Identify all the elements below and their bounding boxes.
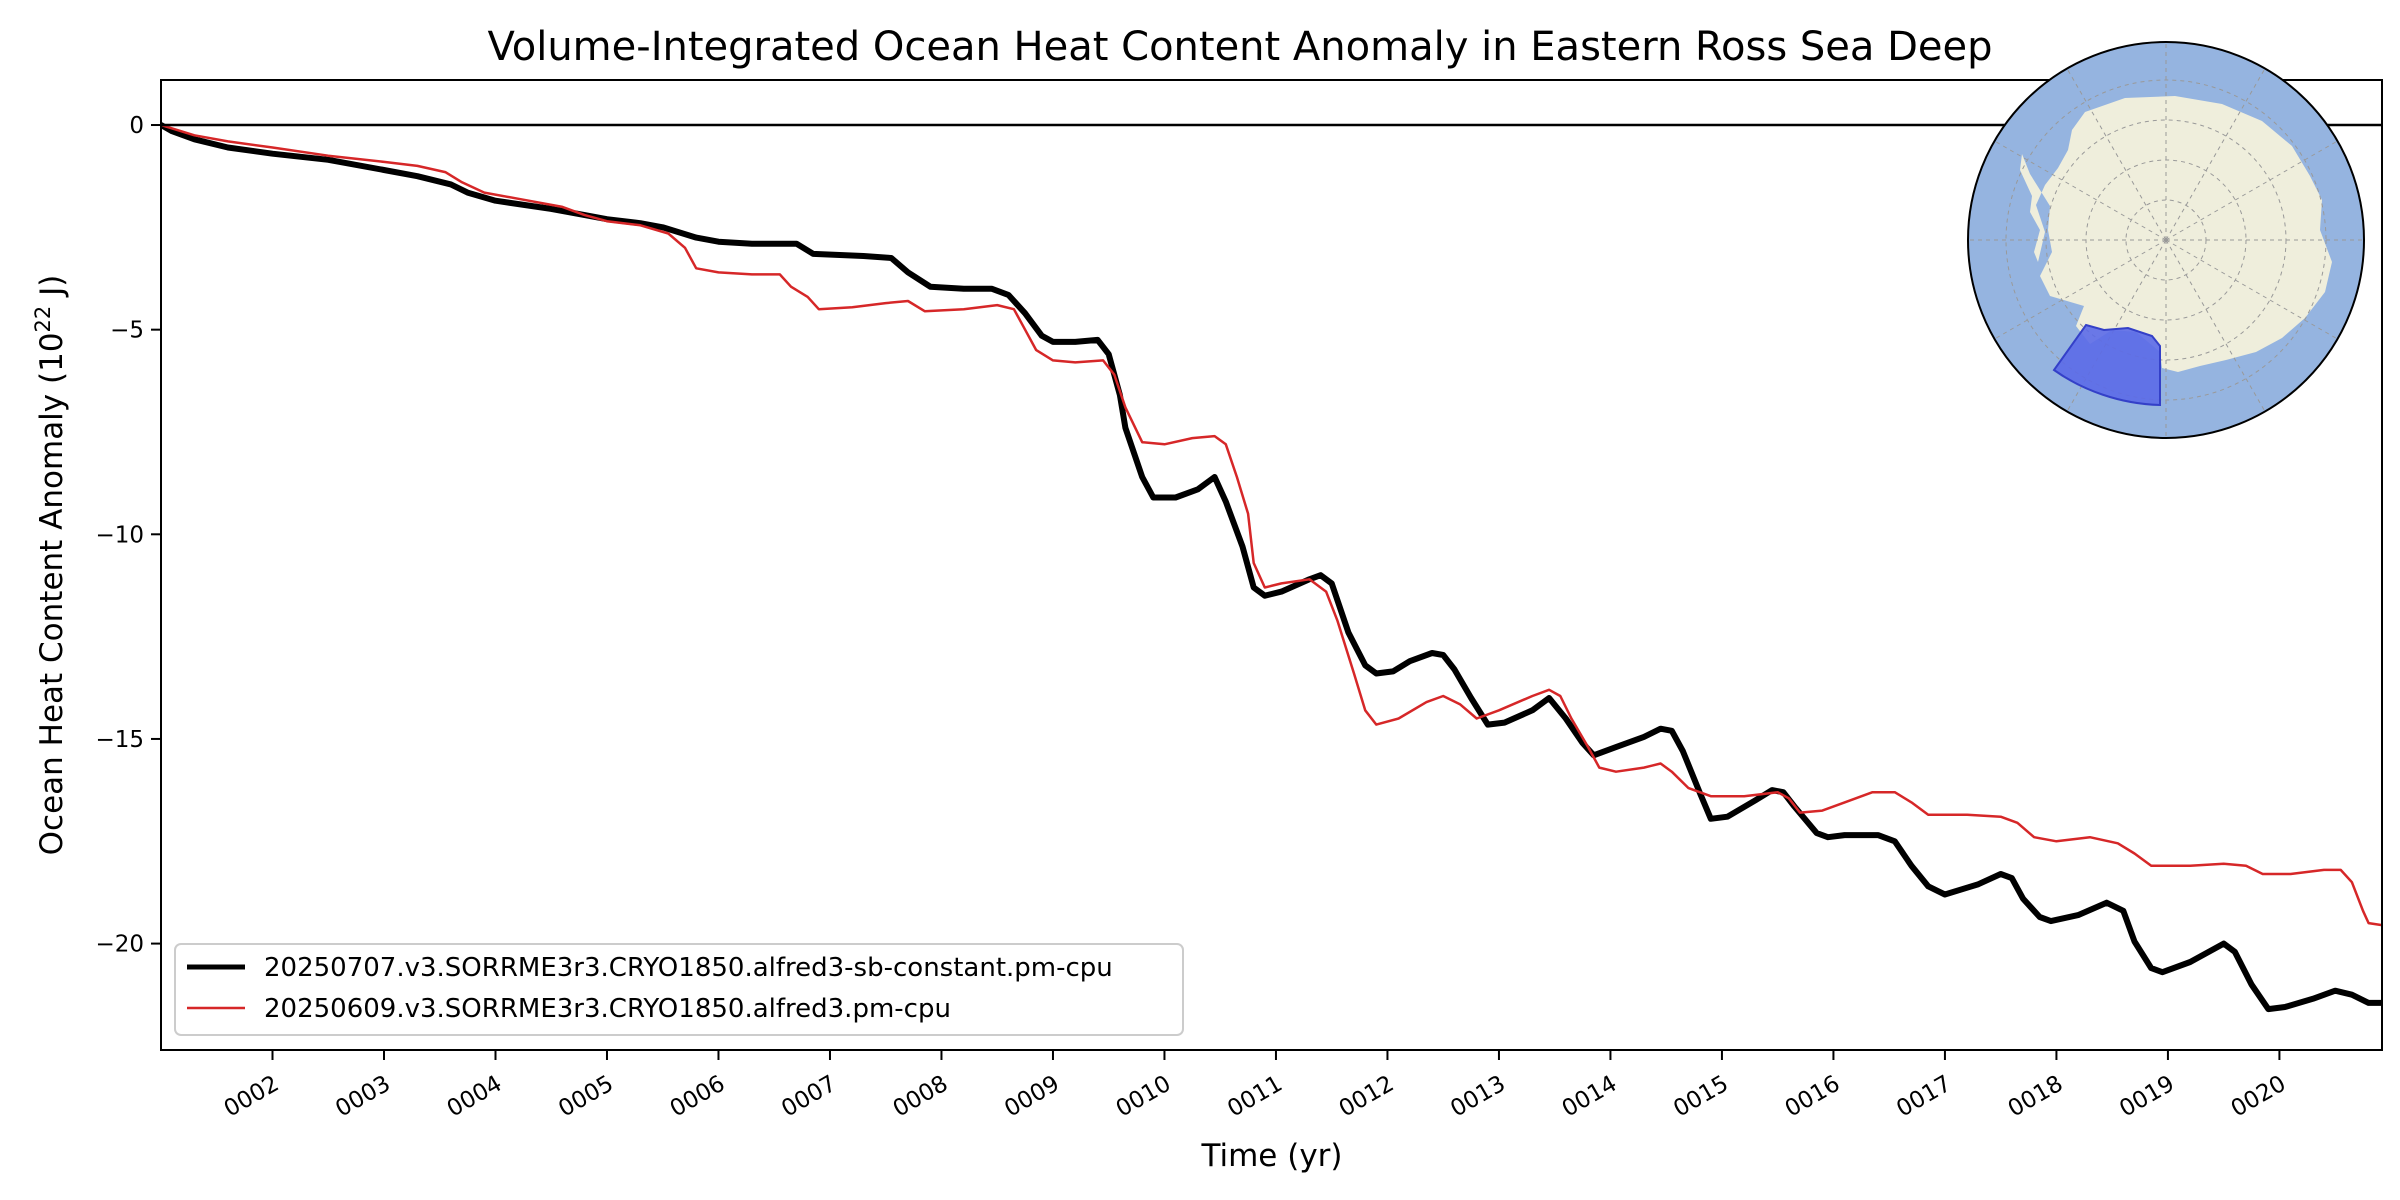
graticule-meridian <box>2165 66 2267 241</box>
legend-label-series-2: 20250609.v3.SORRME3r3.CRYO1850.alfred3.p… <box>264 994 951 1024</box>
y-axis-label: Ocean Heat Content Anomaly (1022 J) <box>31 275 70 856</box>
antarctica-inset-map <box>1967 41 2365 439</box>
series-line-1 <box>161 122 2382 1013</box>
graticule-meridian <box>1992 139 2167 241</box>
chart-title: Volume-Integrated Ocean Heat Content Ano… <box>487 24 1992 70</box>
graticule-meridian <box>2065 66 2167 241</box>
graticule-meridian <box>2165 239 2340 341</box>
y-tick-label: −5 <box>110 318 144 344</box>
x-axis-label: Time (yr) <box>1201 1138 1343 1174</box>
graticule-meridian <box>1992 239 2167 341</box>
inset-map-outline <box>1967 41 2365 439</box>
graticule-meridian <box>2065 239 2167 414</box>
y-tick-label: −10 <box>95 522 144 548</box>
y-axis-label-exponent: 22 <box>31 306 55 333</box>
inset-map-eastern-ross-sea-region <box>2052 323 2161 407</box>
inset-map-graticule <box>1968 42 2364 438</box>
y-axis-label-unit: J) <box>34 275 70 306</box>
graticule-meridian <box>2165 139 2340 241</box>
legend-label-series-1: 20250707.v3.SORRME3r3.CRYO1850.alfred3-s… <box>264 953 1113 983</box>
plot-frame <box>160 79 2383 1051</box>
series-line-2 <box>161 123 2382 927</box>
y-tick-label: −15 <box>95 727 144 753</box>
y-axis-label-main: Ocean Heat Content Anomaly (10 <box>34 332 70 855</box>
y-tick-label: 0 <box>129 113 144 139</box>
y-tick-label: −20 <box>95 932 144 958</box>
y-axis-ticks: 0 −5 −10 −15 −20 <box>95 113 161 958</box>
legend: 20250707.v3.SORRME3r3.CRYO1850.alfred3-s… <box>174 943 1184 1036</box>
series-layer <box>161 122 2382 1013</box>
legend-box <box>174 943 1184 1036</box>
graticule-meridian <box>2165 239 2267 414</box>
